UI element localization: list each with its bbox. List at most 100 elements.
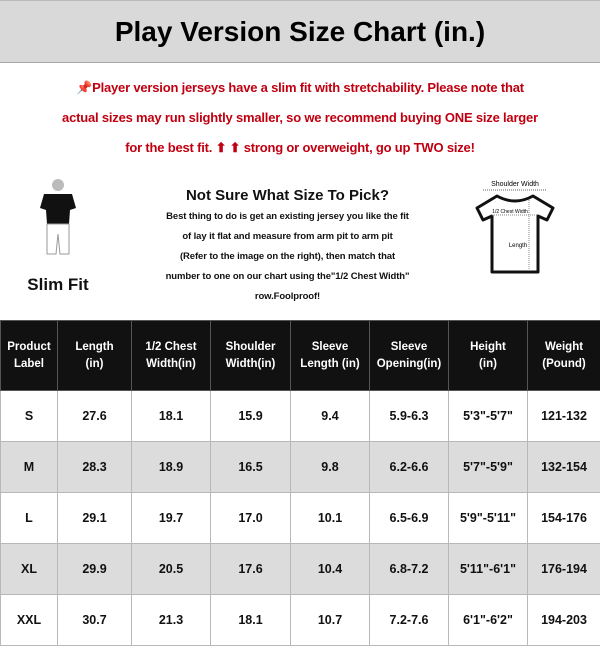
header-text: 1/2 Chest [132, 339, 210, 356]
table-cell: 16.5 [211, 442, 291, 493]
cell-value: 17.0 [238, 511, 262, 525]
notice-line-3: for the best fit. ⬆ ⬆ strong or overweig… [0, 140, 600, 156]
cell-value: 10.4 [318, 562, 342, 576]
cell-value: 154-176 [541, 511, 587, 525]
table-cell: 5'7"-5'9" [449, 442, 528, 493]
cell-value: 20.5 [159, 562, 183, 576]
table-cell: 7.2-7.6 [370, 595, 449, 646]
header-text: Shoulder [211, 339, 290, 356]
table-row: XL 29.9 20.5 17.6 10.4 6.8-7.2 5'11"-6'1" 176-1… [1, 544, 600, 595]
header-text: Length [58, 339, 131, 356]
cell-value: 6.8-7.2 [390, 562, 429, 576]
chest-width-label: 1/2 Chest Width [492, 209, 528, 215]
header-text: (in) [449, 356, 527, 373]
table-cell: 19.7 [132, 493, 211, 544]
cell-value: 18.1 [238, 613, 262, 627]
cell-value: 15.9 [238, 409, 262, 423]
table-cell: 18.1 [132, 391, 211, 442]
page-title: Play Version Size Chart (in.) [0, 16, 600, 48]
cell-value: XL [21, 562, 37, 576]
header-text: Label [1, 356, 57, 373]
cell-value: 194-203 [541, 613, 587, 627]
table-row: L 29.1 19.7 17.0 10.1 6.5-6.9 5'9"-5'11" 154-17… [1, 493, 600, 544]
table-cell: 6.8-7.2 [370, 544, 449, 595]
notice-line-2: actual sizes may run slightly smaller, s… [0, 110, 600, 125]
header-text: Width(in) [211, 356, 290, 373]
table-cell: M [1, 442, 58, 493]
header-text: Sleeve [370, 339, 448, 356]
table-cell: 9.4 [291, 391, 370, 442]
header-text: Width(in) [132, 356, 210, 373]
guide-heading: Not Sure What Size To Pick? [115, 187, 460, 204]
cell-value: 27.6 [82, 409, 106, 423]
slim-fit-label: Slim Fit [8, 275, 108, 295]
cell-value: 9.4 [321, 409, 338, 423]
table-cell: 121-132 [528, 391, 600, 442]
guide-line: number to one on our chart using the"1/2… [115, 271, 460, 282]
cell-value: 5'11"-6'1" [460, 562, 516, 576]
table-cell: 5.9-6.3 [370, 391, 449, 442]
table-cell: 21.3 [132, 595, 211, 646]
notice-line-1: 📌Player version jerseys have a slim fit … [0, 80, 600, 96]
table-cell: 10.1 [291, 493, 370, 544]
cell-value: 29.9 [82, 562, 106, 576]
pushpin-icon: 📌 [76, 80, 92, 95]
guide-line: row.Foolproof! [115, 291, 460, 302]
cell-value: 10.1 [318, 511, 342, 525]
cell-value: 5'7"-5'9" [463, 460, 513, 474]
table-cell: 154-176 [528, 493, 600, 544]
table-cell: 5'3"-5'7" [449, 391, 528, 442]
tshirt-measure-icon: Shoulder Width 1/2 Chest Width Length [465, 176, 565, 276]
cell-value: 29.1 [82, 511, 106, 525]
table-cell: 6'1"-6'2" [449, 595, 528, 646]
slim-fit-figure-icon [38, 178, 78, 258]
table-cell: 9.8 [291, 442, 370, 493]
shoulder-width-label: Shoulder Width [491, 181, 539, 188]
cell-value: XXL [17, 613, 41, 627]
cell-value: 28.3 [82, 460, 106, 474]
cell-value: 6.2-6.6 [390, 460, 429, 474]
header-text: Height [449, 339, 527, 356]
header-text: (in) [58, 356, 131, 373]
cell-value: 21.3 [159, 613, 183, 627]
table-cell: 10.4 [291, 544, 370, 595]
header-text: Length (in) [291, 356, 369, 373]
table-cell: 17.0 [211, 493, 291, 544]
header-text: Opening(in) [370, 356, 448, 373]
cell-value: 5'9"-5'11" [460, 511, 516, 525]
column-header: Length(in) [58, 321, 132, 391]
cell-value: 18.9 [159, 460, 183, 474]
table-cell: 29.1 [58, 493, 132, 544]
cell-value: 16.5 [238, 460, 262, 474]
table-cell: L [1, 493, 58, 544]
cell-value: 9.8 [321, 460, 338, 474]
cell-value: S [25, 409, 33, 423]
cell-value: 121-132 [541, 409, 587, 423]
cell-value: 5.9-6.3 [390, 409, 429, 423]
header-text: Sleeve [291, 339, 369, 356]
cell-value: 7.2-7.6 [390, 613, 429, 627]
guide-line: Best thing to do is get an existing jers… [115, 211, 460, 222]
table-cell: 132-154 [528, 442, 600, 493]
table-cell: 17.6 [211, 544, 291, 595]
cell-value: 30.7 [82, 613, 106, 627]
cell-value: 17.6 [238, 562, 262, 576]
table-row: M 28.3 18.9 16.5 9.8 6.2-6.6 5'7"-5'9" 132-154 [1, 442, 600, 493]
header-text: Weight [528, 339, 600, 356]
header-text: (Pound) [528, 356, 600, 373]
table-cell: XL [1, 544, 58, 595]
cell-value: 176-194 [541, 562, 587, 576]
table-cell: 5'11"-6'1" [449, 544, 528, 595]
cell-value: M [24, 460, 34, 474]
table-cell: S [1, 391, 58, 442]
cell-value: L [25, 511, 33, 525]
column-header: Height(in) [449, 321, 528, 391]
table-cell: 176-194 [528, 544, 600, 595]
cell-value: 5'3"-5'7" [463, 409, 513, 423]
length-label: Length [509, 243, 527, 249]
table-cell: 20.5 [132, 544, 211, 595]
cell-value: 6.5-6.9 [390, 511, 429, 525]
